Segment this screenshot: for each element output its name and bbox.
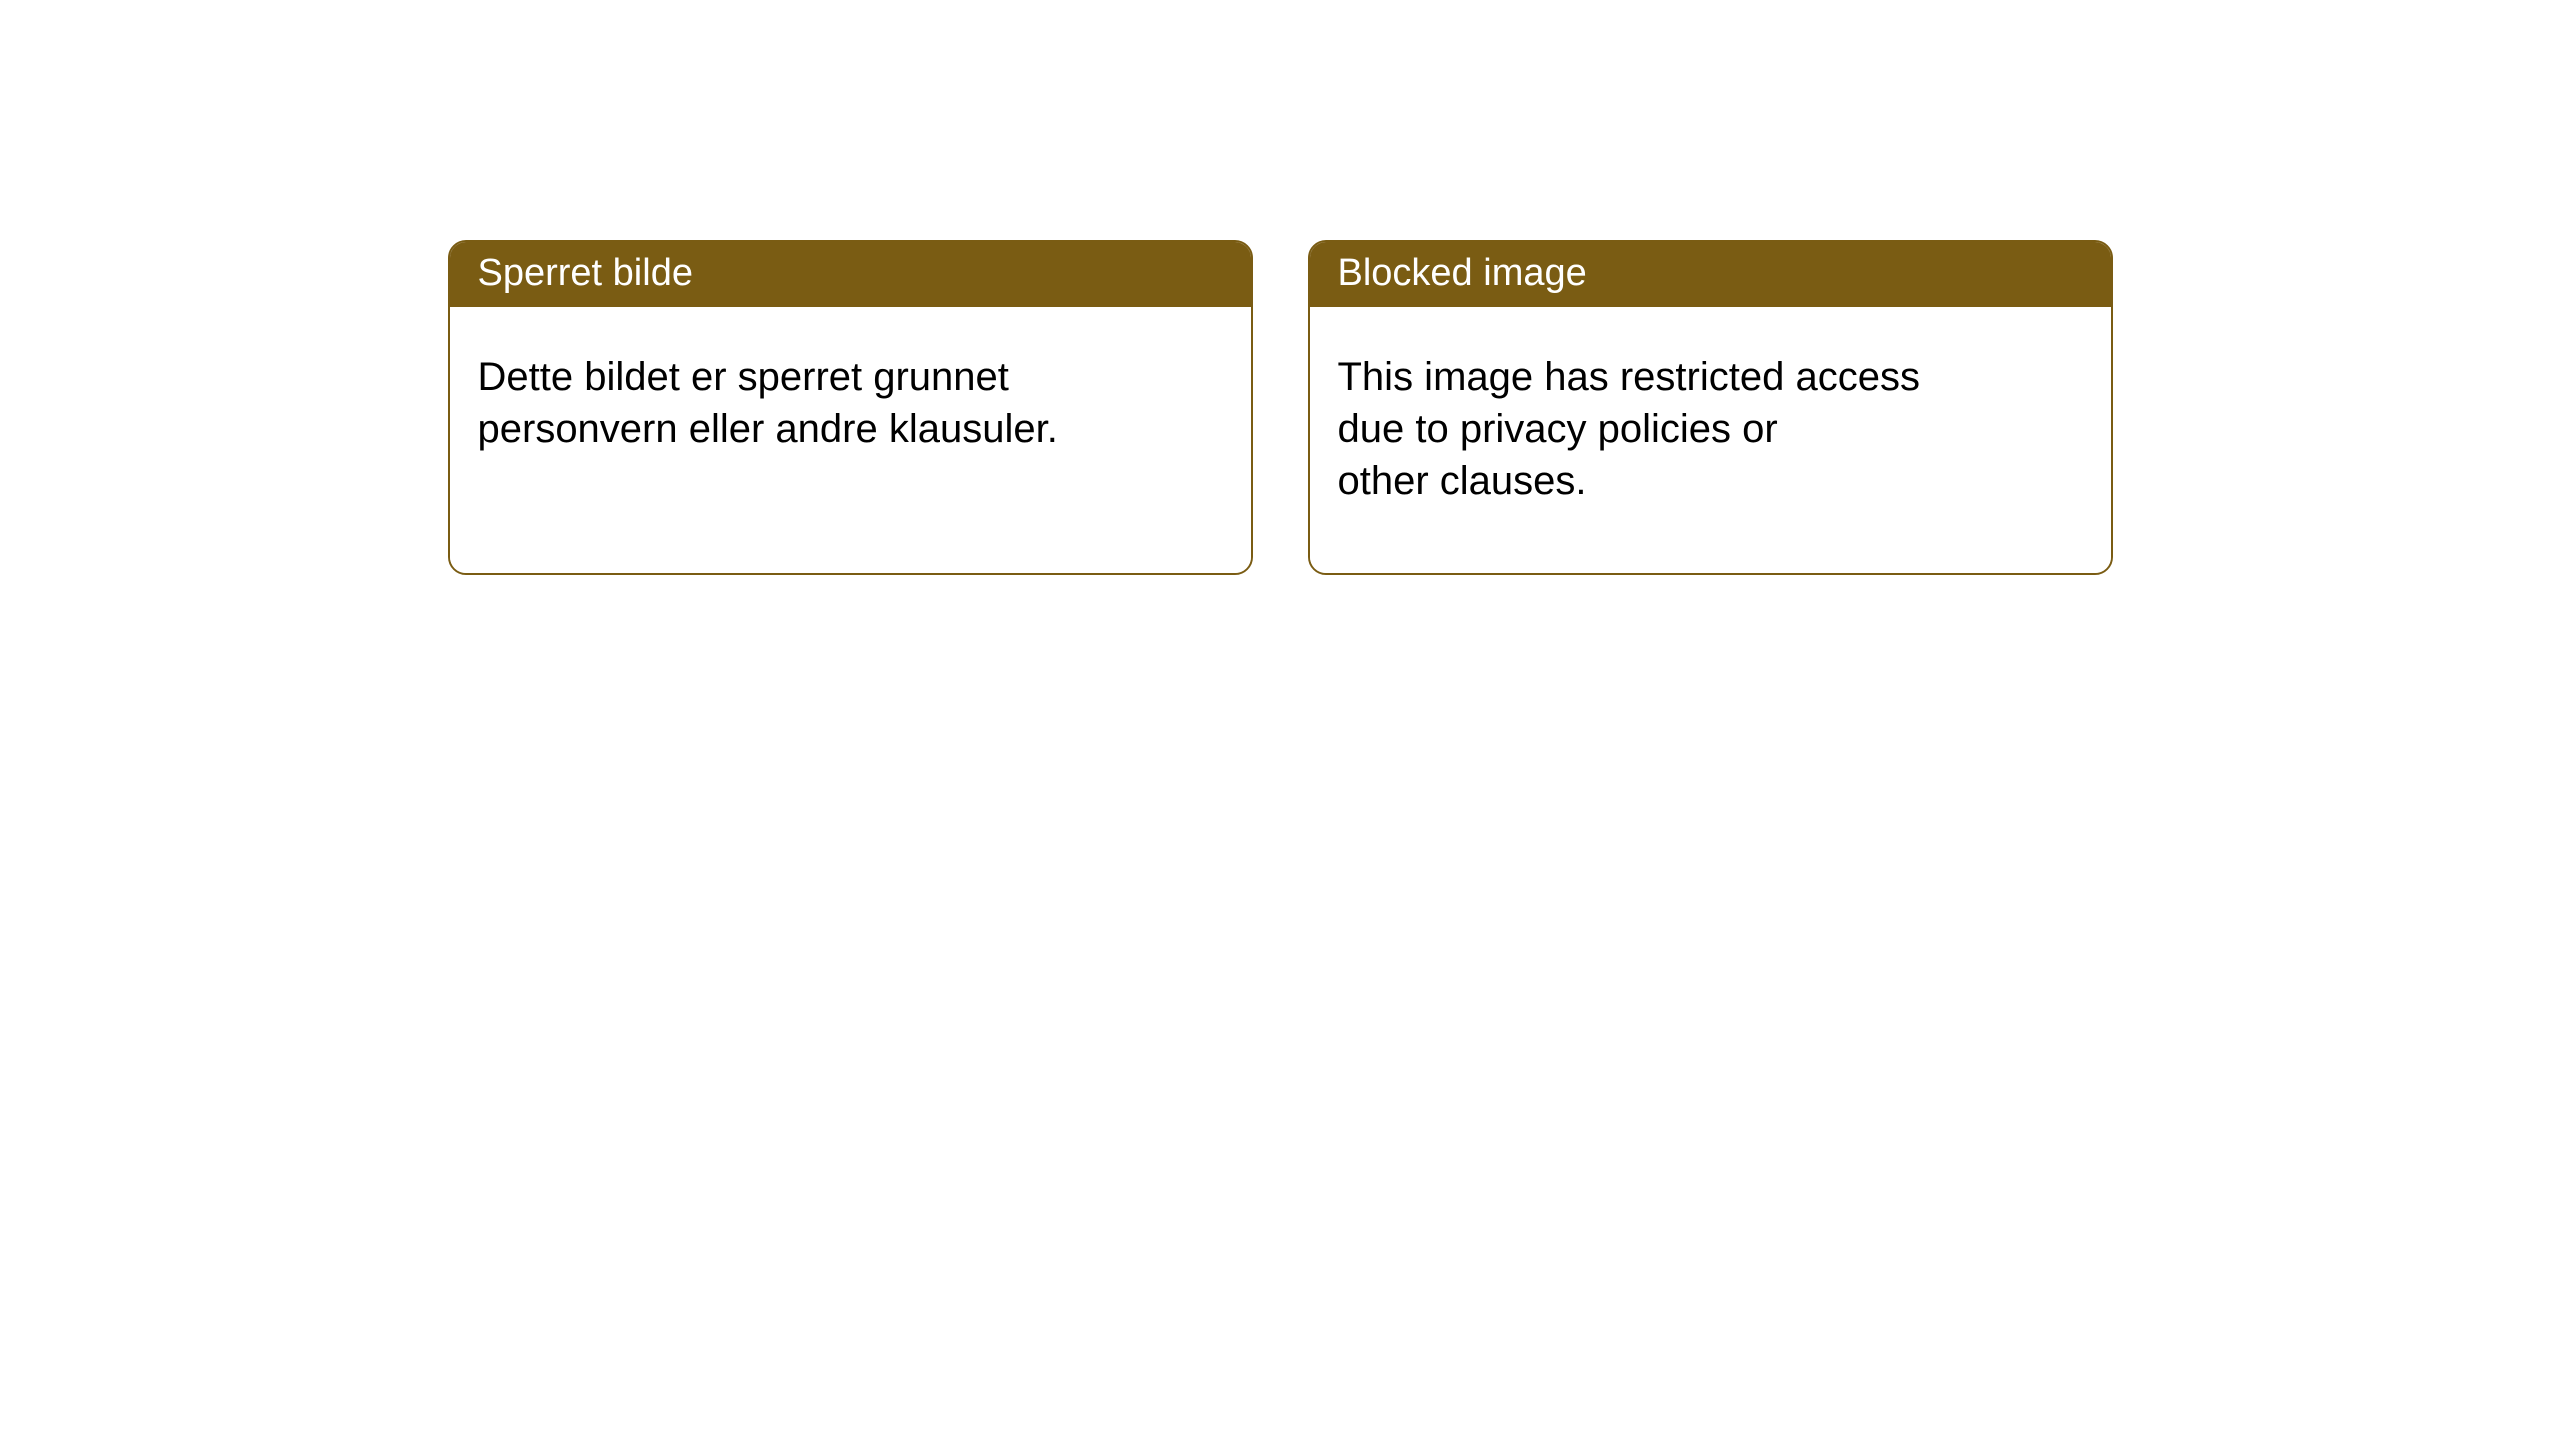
- card-body-line: This image has restricted access: [1338, 351, 2083, 403]
- blocked-image-card-english: Blocked image This image has restricted …: [1308, 240, 2113, 575]
- card-header-english: Blocked image: [1310, 242, 2111, 307]
- card-body-line: personvern eller andre klausuler.: [478, 403, 1223, 455]
- card-title-english: Blocked image: [1338, 252, 1587, 294]
- card-body-norwegian: Dette bildet er sperret grunnet personve…: [450, 307, 1251, 573]
- card-title-norwegian: Sperret bilde: [478, 252, 693, 294]
- card-body-line: due to privacy policies or: [1338, 403, 2083, 455]
- card-header-norwegian: Sperret bilde: [450, 242, 1251, 307]
- blocked-image-card-norwegian: Sperret bilde Dette bildet er sperret gr…: [448, 240, 1253, 575]
- card-body-line: Dette bildet er sperret grunnet: [478, 351, 1223, 403]
- card-body-line: other clauses.: [1338, 455, 2083, 507]
- notice-container: Sperret bilde Dette bildet er sperret gr…: [0, 0, 2560, 575]
- card-body-english: This image has restricted access due to …: [1310, 307, 2111, 573]
